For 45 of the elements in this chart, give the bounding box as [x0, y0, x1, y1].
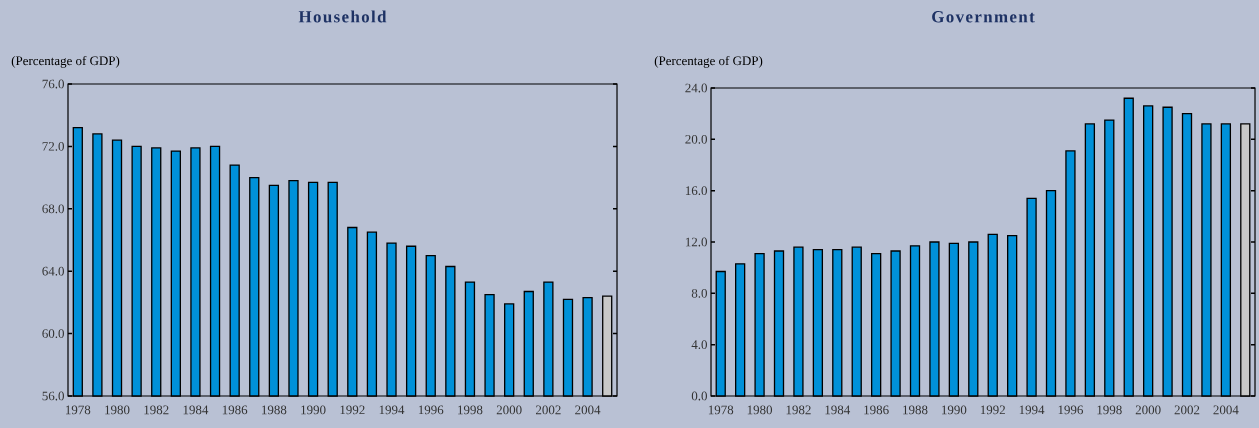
x-tick-label: 1996	[1058, 405, 1084, 415]
x-tick-label: 1998	[458, 405, 483, 415]
x-tick-label: 1982	[786, 405, 811, 415]
x-tick-label: 1994	[379, 405, 405, 415]
x-tick-label: 2004	[575, 405, 601, 415]
y-tick-label: 16.0	[685, 186, 707, 196]
x-tick-label: 2002	[535, 405, 561, 415]
x-tick-label: 1988	[903, 405, 928, 415]
y-axis-title: (Percentage of GDP)	[11, 55, 120, 68]
y-tick-label: 24.0	[685, 83, 707, 93]
y-tick-label: 4.0	[691, 340, 707, 350]
x-tick-label: 2000	[1135, 405, 1161, 415]
x-tick-label: 1984	[825, 405, 851, 415]
x-tick-label: 1988	[262, 405, 287, 415]
x-tick-label: 2000	[496, 405, 522, 415]
x-tick-label: 1978	[65, 405, 91, 415]
chart-title: Government	[932, 11, 1035, 23]
x-tick-label: 1986	[222, 405, 248, 415]
x-tick-label: 1998	[1097, 405, 1122, 415]
y-tick-label: 64.0	[42, 266, 64, 276]
y-tick-label: 20.0	[685, 134, 707, 144]
x-tick-label: 1990	[942, 405, 967, 415]
y-tick-label: 76.0	[42, 79, 64, 89]
chart-title: Household	[298, 10, 387, 23]
x-tick-label: 1990	[301, 405, 326, 415]
x-tick-label: 1992	[340, 405, 365, 415]
y-tick-label: 68.0	[42, 204, 64, 214]
x-tick-label: 1978	[708, 405, 734, 415]
x-tick-label: 1980	[747, 405, 773, 415]
x-tick-label: 1996	[418, 405, 444, 415]
x-tick-label: 1980	[105, 405, 130, 415]
x-tick-label: 2004	[1213, 405, 1239, 415]
y-axis-title: (Percentage of GDP)	[654, 55, 763, 68]
y-tick-label: 12.0	[685, 237, 707, 247]
x-tick-label: 1984	[183, 405, 209, 415]
y-tick-label: 72.0	[42, 142, 64, 151]
x-tick-label: 1994	[1019, 405, 1045, 415]
x-tick-label: 1992	[980, 405, 1005, 415]
x-tick-label: 2002	[1174, 405, 1200, 415]
y-tick-label: 60.0	[42, 329, 64, 338]
x-tick-label: 1982	[144, 405, 169, 415]
y-tick-label: 8.0	[691, 288, 707, 298]
y-tick-label: 56.0	[42, 391, 64, 401]
y-tick-label: 0.0	[691, 391, 707, 401]
x-tick-label: 1986	[864, 405, 889, 415]
